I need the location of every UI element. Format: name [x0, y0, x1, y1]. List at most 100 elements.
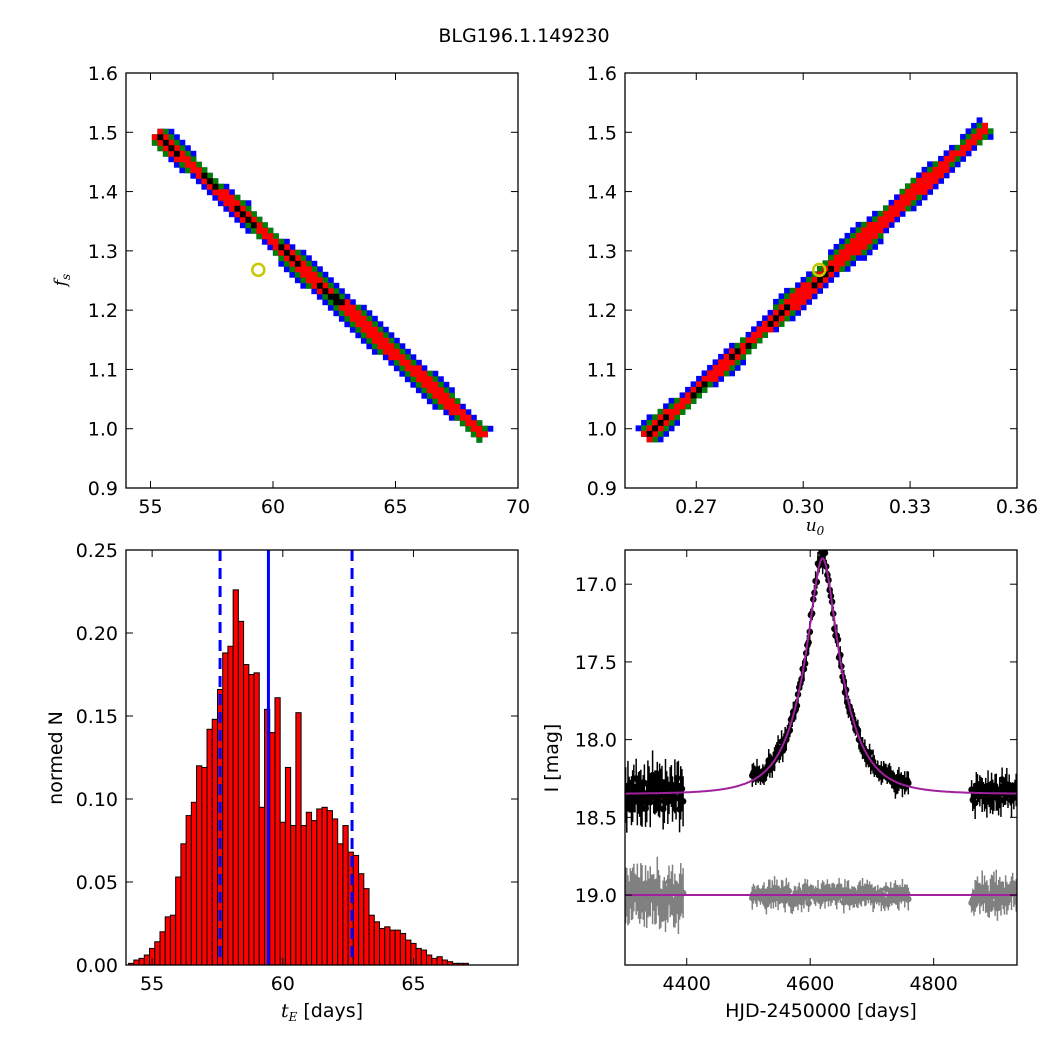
heatmap-cell-middle	[833, 249, 840, 256]
heatmap-cell-middle	[322, 277, 329, 284]
heatmap-cell-outer	[855, 221, 862, 228]
heatmap-cell-outer	[228, 189, 235, 196]
heatmap-cell-middle	[426, 370, 433, 377]
heatmap-cell-outer	[234, 216, 241, 223]
histogram-bar	[290, 825, 297, 966]
heatmap-cell-inner	[377, 332, 384, 339]
heatmap-cell-inner	[195, 172, 202, 179]
heatmap-cell-inner	[899, 205, 906, 212]
heatmap-cell-outer	[712, 359, 719, 366]
heatmap-cell-middle	[965, 133, 972, 140]
heatmap-cell-inner	[459, 414, 466, 421]
light-curve-ytick-label: 17.0	[575, 574, 617, 596]
heatmap-cell-middle	[927, 166, 933, 173]
heatmap-cell-outer	[300, 282, 307, 289]
heatmap-cell-middle	[657, 408, 664, 415]
heatmap-cell-inner	[696, 381, 702, 388]
heatmap-cell-inner	[344, 299, 351, 306]
heatmap-cell-outer	[817, 287, 823, 294]
heatmap-cell-inner	[179, 150, 186, 157]
heatmap-cell-inner	[965, 139, 972, 146]
heatmap-cell-middle	[470, 431, 477, 438]
heatmap-cell-middle	[217, 183, 224, 190]
heatmap-cell-inner	[707, 370, 713, 377]
heatmap-cell-inner	[789, 298, 796, 305]
heatmap-cell-middle	[366, 337, 373, 344]
heatmap-cell-inner	[470, 425, 477, 432]
heatmap-cell-inner	[927, 183, 933, 190]
heatmap-cell-inner	[960, 144, 966, 151]
heatmap-cell-core	[767, 320, 774, 327]
light-curve-xtick-label: 4400	[663, 973, 711, 995]
heatmap-cell-middle	[179, 145, 186, 152]
histogram-bar	[316, 808, 323, 966]
heatmap-cell-inner	[393, 348, 400, 355]
residual-point	[785, 887, 792, 895]
heatmap-cell-core	[701, 381, 708, 388]
heatmap-cell-outer	[723, 348, 730, 355]
heatmap-cell-inner	[762, 320, 768, 327]
heatmap-cell-inner	[833, 265, 840, 272]
heatmap-cell-core	[734, 348, 741, 355]
heatmap-cell-inner	[300, 266, 307, 273]
heatmap-cell-outer	[190, 150, 197, 157]
heatmap-cell-outer	[289, 244, 296, 251]
heatmap-cell-middle	[426, 392, 433, 399]
heatmap-cell-outer	[828, 249, 834, 256]
u0-fs-xtick-label: 0.30	[782, 496, 824, 518]
heatmap-cell-inner	[344, 304, 351, 311]
heatmap-cell-outer	[289, 271, 296, 278]
light-curve-ytick-label: 18.5	[575, 807, 617, 829]
heatmap-cell-inner	[322, 282, 329, 289]
heatmap-cell-inner	[679, 403, 686, 410]
heatmap-cell-inner	[855, 232, 862, 239]
heatmap-cell-outer	[745, 331, 752, 338]
heatmap-cell-inner	[366, 332, 373, 339]
heatmap-cell-inner	[718, 370, 724, 377]
data-point	[673, 774, 681, 782]
heatmap-cell-inner	[883, 210, 889, 217]
heatmap-cell-outer	[223, 205, 230, 212]
heatmap-cell-inner	[833, 254, 840, 261]
heatmap-cell-middle	[861, 249, 867, 256]
heatmap-cell-inner	[927, 177, 933, 184]
heatmap-cell-outer	[283, 238, 290, 245]
heatmap-cell-outer	[245, 200, 252, 207]
heatmap-cell-outer	[899, 210, 906, 217]
heatmap-cell-outer	[641, 419, 647, 426]
heatmap-cell-outer	[668, 425, 675, 432]
heatmap-cell-inner	[723, 353, 730, 360]
heatmap-cell-inner	[773, 320, 779, 327]
heatmap-cell-inner	[723, 364, 730, 371]
heatmap-cell-inner	[800, 293, 807, 300]
heatmap-cell-middle	[333, 288, 340, 295]
heatmap-cell-middle	[250, 227, 257, 234]
heatmap-cell-middle	[954, 155, 961, 162]
heatmap-cell-inner	[641, 430, 647, 437]
histogram-bar	[311, 820, 318, 966]
heatmap-cell-inner	[866, 227, 873, 234]
heatmap-cell-middle	[239, 200, 246, 207]
heatmap-cell-inner	[707, 375, 713, 382]
heatmap-cell-inner	[234, 200, 241, 207]
heatmap-cell-inner	[855, 249, 862, 256]
heatmap-cell-outer	[663, 430, 669, 437]
heatmap-cell-core	[657, 419, 664, 426]
heatmap-cell-inner	[789, 293, 796, 300]
heatmap-cell-core	[212, 183, 219, 190]
heatmap-cell-outer	[333, 310, 340, 317]
heatmap-cell-inner	[223, 194, 230, 201]
heatmap-cell-inner	[916, 177, 922, 184]
heatmap-cell-outer	[283, 266, 290, 273]
heatmap-cell-inner	[905, 188, 911, 195]
heatmap-cell-inner	[206, 183, 213, 190]
heatmap-cell-core	[822, 271, 829, 278]
heatmap-cell-inner	[932, 172, 939, 179]
heatmap-cell-inner	[421, 376, 428, 383]
u0-fs-xtick-label: 0.27	[675, 496, 717, 518]
heatmap-cell-inner	[976, 128, 983, 135]
histogram-bar	[352, 854, 360, 966]
heatmap-cell-inner	[267, 233, 274, 240]
heatmap-cell-outer	[674, 419, 680, 426]
heatmap-cell-outer	[393, 365, 400, 372]
